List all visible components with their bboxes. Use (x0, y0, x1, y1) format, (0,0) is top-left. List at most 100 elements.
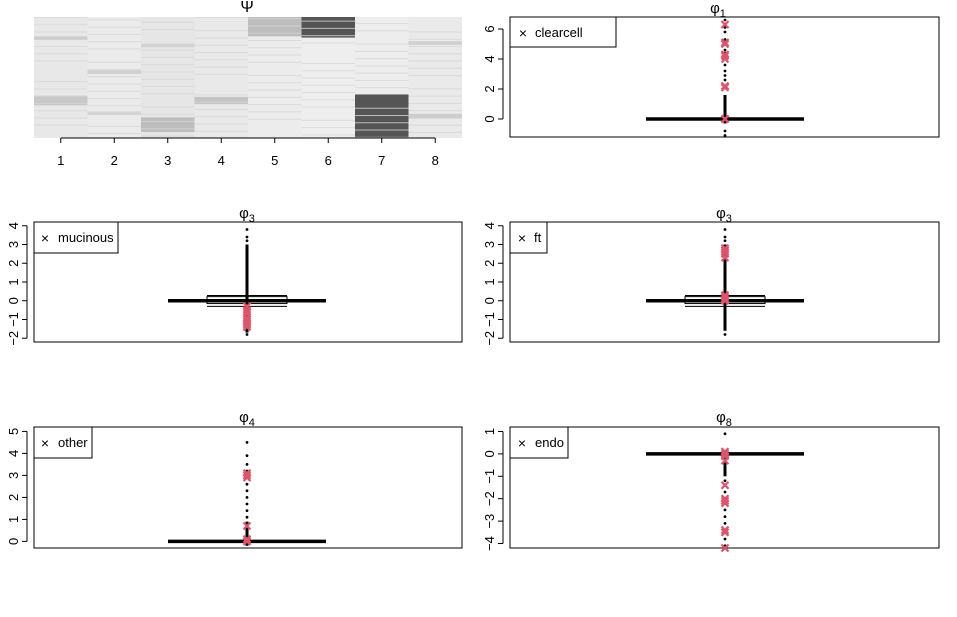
highlight-stroke (242, 521, 252, 531)
outlier-point (245, 239, 249, 243)
highlight-point (720, 528, 730, 537)
heatmap-stripe (355, 129, 409, 131)
legend-label: endo (535, 435, 564, 450)
panel-title-phi1: φ1 (710, 0, 726, 20)
y-tick-label: −1 (6, 312, 21, 327)
heatmap-stripe (194, 94, 248, 96)
scatter-panel-phi1: φ1 0 2 4 6 × clearcell (482, 0, 940, 138)
y-tick-label: 0 (482, 115, 497, 122)
heatmap-cell (34, 95, 88, 106)
heatmap-stripe (194, 17, 248, 18)
heatmap-stripe (355, 65, 409, 67)
legend-box (509, 426, 569, 459)
y-tick-label: 2 (6, 494, 21, 501)
heatmap-stripe (34, 53, 88, 55)
legend: × endo (509, 426, 569, 459)
heatmap-stripe (87, 19, 141, 21)
heatmap-stripe (301, 106, 355, 108)
outlier-point (723, 521, 727, 525)
outlier-point (723, 228, 727, 231)
heatmap-stripe (87, 33, 141, 35)
outlier-point (245, 463, 249, 466)
heatmap-stripe (34, 110, 88, 112)
heatmap-stripe (194, 44, 248, 46)
highlight-point (720, 20, 730, 29)
heatmap-stripe (408, 102, 462, 104)
highlight-point (242, 320, 252, 330)
heatmap-stripe (194, 130, 248, 132)
heatmap-stripe (34, 117, 88, 119)
heatmap-stripe (355, 136, 409, 138)
heatmap-cell (34, 17, 88, 138)
highlight-points (242, 302, 252, 332)
heatmap-stripe (301, 27, 355, 29)
y-tick-label: −1 (482, 469, 497, 484)
outlier-point (245, 454, 249, 457)
highlight-stroke (720, 543, 730, 553)
heatmap-stripe (194, 108, 248, 110)
outlier-point (723, 235, 727, 239)
outlier-point (245, 509, 249, 512)
heatmap-stripe (355, 50, 409, 52)
heatmap-stripe (194, 66, 248, 68)
heatmap-stripe (34, 95, 88, 97)
heatmap-cell (34, 36, 88, 40)
panel-title-phi4: φ4 (239, 409, 255, 429)
outlier-point (723, 333, 727, 336)
heatmap-stripe (355, 72, 409, 74)
outlier-point (723, 63, 727, 67)
y-tick-label: 0 (6, 297, 21, 304)
heatmap-stripe (248, 18, 302, 20)
heatmap-stripe (355, 107, 409, 109)
heatmap-stripe (141, 121, 195, 123)
heatmap-stripe (87, 61, 141, 63)
outlier-point (723, 515, 727, 519)
heatmap-stripe (408, 117, 462, 119)
legend-marker: × (519, 25, 527, 41)
heatmap-stripe (87, 133, 141, 135)
heatmap-stripe (355, 79, 409, 81)
highlight-point (720, 290, 730, 300)
highlight-point (242, 534, 252, 544)
heatmap-stripe (248, 96, 302, 98)
y-axis: −4 −3 −2 −1 0 1 (482, 428, 504, 551)
highlight-point (720, 292, 730, 302)
heatmap-stripe (34, 81, 88, 83)
outlier-point (723, 490, 727, 494)
outlier-points (245, 228, 249, 336)
outlier-point (723, 134, 727, 137)
y-tick-label: −3 (482, 514, 497, 529)
heatmap-stripe (141, 56, 195, 58)
heatmap-body (34, 17, 462, 138)
panel-title-symbol: φ (716, 409, 726, 426)
heatmap-cell (408, 113, 462, 119)
panel-title-phi3: φ3 (239, 205, 255, 225)
highlight-points (720, 20, 730, 124)
heatmap-stripe (34, 46, 88, 48)
heatmap-cell (408, 41, 462, 45)
legend: × ft (509, 221, 548, 254)
heatmap-cell (355, 94, 409, 138)
heatmap-cell (248, 17, 302, 138)
highlight-point (720, 525, 730, 535)
outlier-point (723, 239, 727, 243)
highlight-stroke (242, 320, 252, 330)
heatmap-stripe (301, 119, 355, 121)
y-tick-label: 5 (6, 428, 21, 435)
highlight-stroke (720, 525, 730, 535)
heatmap-stripe (141, 21, 195, 23)
highlight-point (242, 471, 252, 480)
legend-box (33, 221, 119, 254)
highlight-stroke (242, 534, 252, 544)
heatmap-stripe (194, 73, 248, 75)
heatmap-stripe (87, 69, 141, 71)
heatmap-stripe (248, 104, 302, 106)
highlight-points (720, 243, 730, 306)
heatmap-stripe (248, 75, 302, 77)
highlight-stroke (720, 243, 730, 253)
outlier-points (723, 432, 727, 548)
y-tick-label: −1 (482, 312, 497, 327)
heatmap-stripe (34, 88, 88, 90)
legend-box (509, 16, 617, 48)
